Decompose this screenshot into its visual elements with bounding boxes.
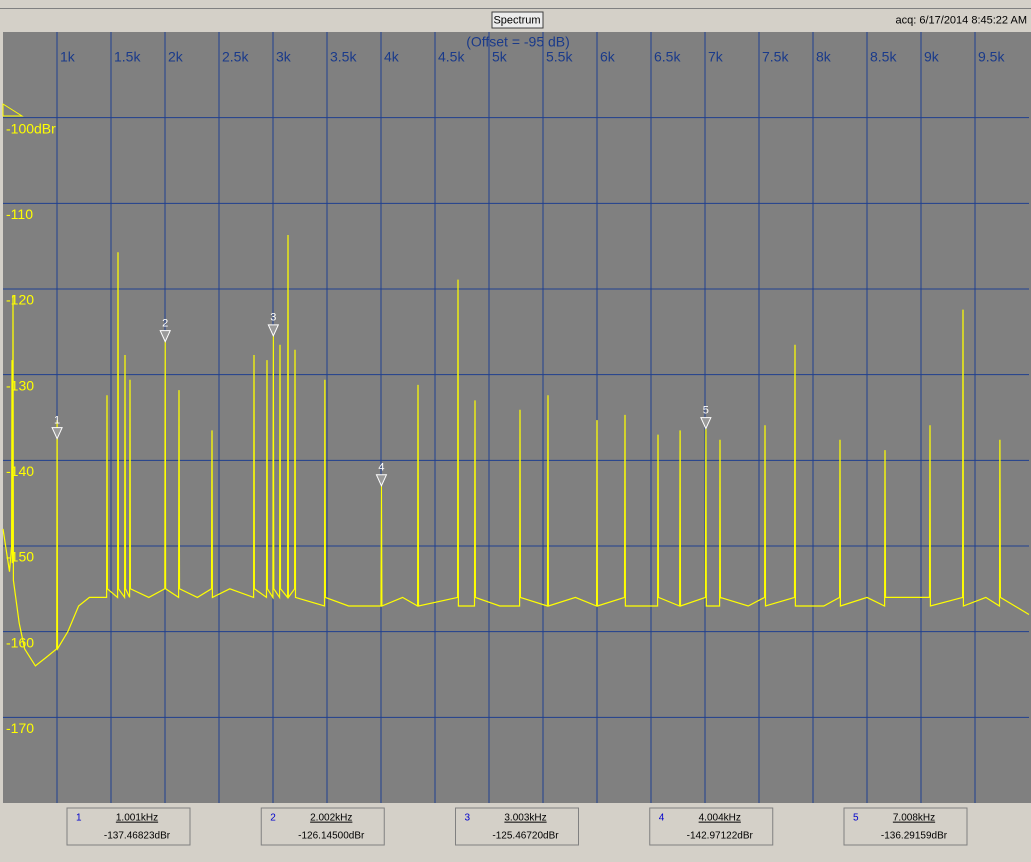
marker-readouts: 1 1.001kHz -137.46823dBr 2 2.002kHz -126.1450… bbox=[66, 807, 968, 846]
readout-number: 4 bbox=[659, 813, 665, 824]
readout-level: -126.14500dBr bbox=[298, 831, 365, 842]
grid: 1k 1.5k 2k 2.5k 3k 3.5k 4k 4.5k 5k 5.5k 6k 6.5k 7k 7.… bbox=[3, 32, 1029, 803]
plot: 1 2 3 4 5 bbox=[2, 234, 1030, 667]
x-tick-label: 9.5k bbox=[978, 49, 1005, 65]
x-tick-label: 3k bbox=[276, 49, 292, 65]
readout-frequency: 2.002kHz bbox=[310, 813, 352, 824]
reference-icon bbox=[2, 103, 24, 117]
y-tick-label: -160 bbox=[6, 634, 34, 650]
x-tick-label: 5k bbox=[492, 49, 508, 65]
x-tick-label: 7.5k bbox=[762, 49, 789, 65]
readout-frequency: 7.008kHz bbox=[893, 813, 935, 824]
marker-triangle bbox=[267, 324, 280, 338]
marker-triangle bbox=[700, 417, 712, 430]
plot-area bbox=[3, 32, 1031, 803]
marker-number: 1 bbox=[54, 415, 60, 427]
x-tick-label: 1k bbox=[60, 49, 76, 65]
x-tick-label: 8.5k bbox=[870, 49, 897, 65]
marker-triangle bbox=[159, 330, 171, 343]
marker-number: 4 bbox=[378, 462, 384, 474]
x-tick-label: 4k bbox=[384, 49, 400, 65]
readout-level: -137.46823dBr bbox=[104, 831, 171, 842]
y-tick-label: -130 bbox=[6, 377, 34, 393]
spectrum-button[interactable] bbox=[491, 11, 544, 29]
marker-number: 3 bbox=[270, 312, 276, 324]
acquisition-time: acq: 6/17/2014 8:45:22 AM bbox=[896, 14, 1028, 26]
marker-triangle bbox=[51, 427, 63, 440]
marker-number: 5 bbox=[703, 404, 709, 416]
readout-number: 1 bbox=[76, 813, 82, 824]
y-tick-label: -120 bbox=[6, 292, 34, 308]
readout-frequency: 1.001kHz bbox=[116, 813, 158, 824]
readout-frequency: 4.004kHz bbox=[699, 813, 741, 824]
spectrum-button-label[interactable]: Spectrum bbox=[493, 14, 540, 26]
x-tick-label: 9k bbox=[924, 49, 940, 65]
x-tick-label: 5.5k bbox=[546, 49, 573, 65]
y-tick-label: -170 bbox=[6, 720, 34, 736]
readout-number: 2 bbox=[270, 813, 276, 824]
readout-box bbox=[649, 807, 774, 846]
x-tick-label: 2.5k bbox=[222, 49, 249, 65]
y-tick-label: -140 bbox=[6, 463, 34, 479]
x-tick-label: 6.5k bbox=[654, 49, 681, 65]
x-tick-label: 8k bbox=[816, 49, 832, 65]
readout-level: -142.97122dBr bbox=[687, 831, 754, 842]
readout-box bbox=[455, 807, 579, 846]
marker-triangle bbox=[375, 474, 388, 487]
y-tick-label: -110 bbox=[6, 206, 33, 222]
x-tick-label: 7k bbox=[708, 49, 724, 65]
x-tick-label: 1.5k bbox=[114, 49, 141, 65]
readout-level: -136.29159dBr bbox=[881, 831, 948, 842]
readout-level: -125.46720dBr bbox=[492, 831, 559, 842]
offset-annotation: (Offset = -95 dB) bbox=[466, 34, 570, 50]
readout-box bbox=[260, 807, 385, 846]
marker-number: 2 bbox=[162, 318, 168, 330]
readout-frequency: 3.003kHz bbox=[504, 813, 546, 824]
x-tick-label: 3.5k bbox=[330, 49, 357, 65]
x-tick-label: 2k bbox=[168, 49, 184, 65]
readout-box bbox=[843, 807, 968, 846]
x-tick-label: 6k bbox=[600, 49, 616, 65]
x-tick-label: 4.5k bbox=[438, 49, 465, 65]
spectrum-line bbox=[2, 234, 1030, 667]
readout-number: 5 bbox=[853, 813, 859, 824]
y-tick-label: -100dBr bbox=[6, 120, 56, 136]
readout-number: 3 bbox=[465, 813, 471, 824]
readout-box bbox=[66, 807, 191, 846]
